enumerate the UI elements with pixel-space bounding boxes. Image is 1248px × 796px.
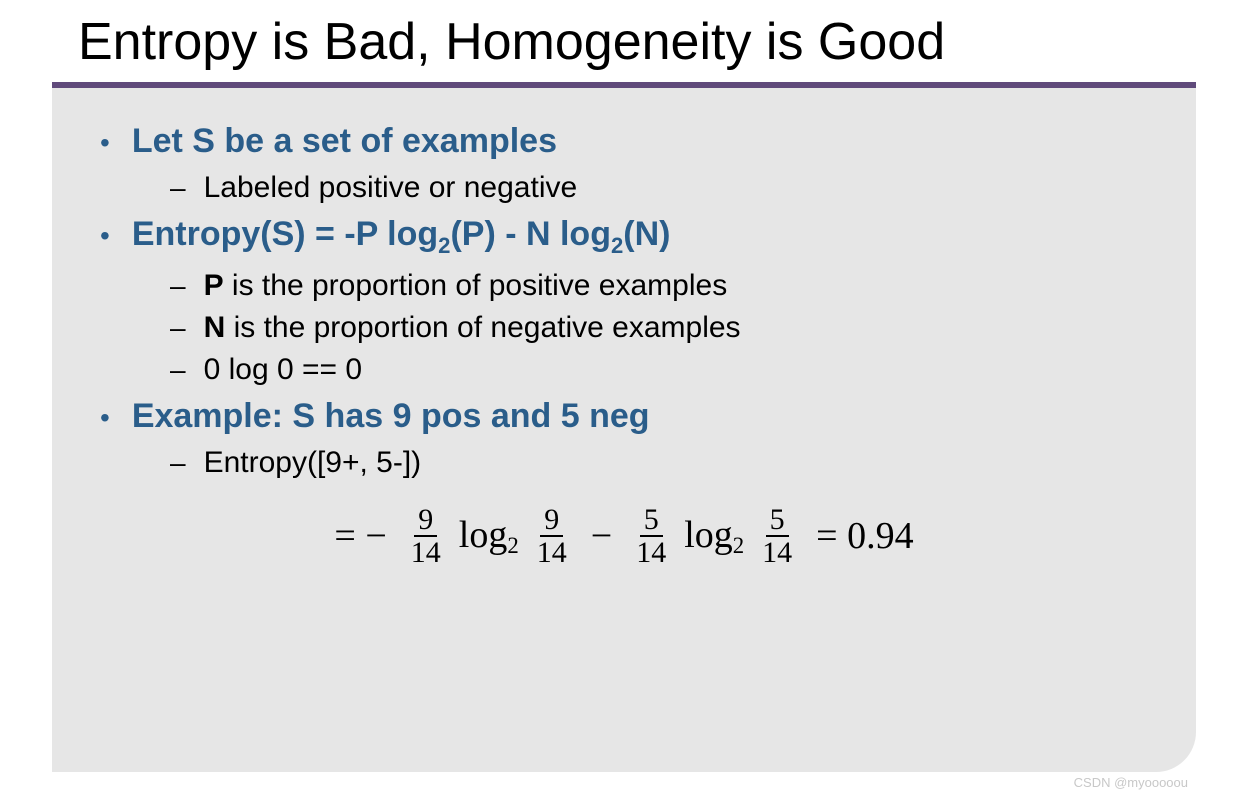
sub-text: 0 log 0 == 0 <box>204 353 362 387</box>
sub-text: Entropy([9+, 5-]) <box>204 446 422 480</box>
fraction: 5 14 <box>758 504 796 569</box>
fraction: 9 14 <box>407 504 445 569</box>
bullet-item: • Let S be a set of examples – Labeled p… <box>100 122 1166 205</box>
denominator: 14 <box>533 537 571 569</box>
sub-item: – P is the proportion of positive exampl… <box>170 269 1166 303</box>
slide: Entropy is Bad, Homogeneity is Good • Le… <box>0 0 1248 796</box>
fraction: 5 14 <box>632 504 670 569</box>
dash-icon: – <box>170 172 186 204</box>
fraction: 9 14 <box>533 504 571 569</box>
sub-item: – 0 log 0 == 0 <box>170 353 1166 387</box>
sub-text: N is the proportion of negative examples <box>204 311 741 345</box>
bullet-item: • Example: S has 9 pos and 5 neg – Entro… <box>100 397 1166 480</box>
eq-lead: = − <box>334 514 386 558</box>
log-text: log2 <box>684 513 744 559</box>
minus-op: − <box>591 514 612 558</box>
bullet-dot-icon: • <box>100 129 110 157</box>
dash-icon: – <box>170 354 186 386</box>
bullet-heading: Entropy(S) = -P log2(P) - N log2(N) <box>132 215 671 259</box>
bullet-list: • Let S be a set of examples – Labeled p… <box>82 122 1166 480</box>
dash-icon: – <box>170 270 186 302</box>
sub-item: – Labeled positive or negative <box>170 171 1166 205</box>
watermark: CSDN @myooooou <box>1074 775 1188 790</box>
bullet-dot-icon: • <box>100 404 110 432</box>
dash-icon: – <box>170 447 186 479</box>
sub-item: – Entropy([9+, 5-]) <box>170 446 1166 480</box>
denominator: 14 <box>632 537 670 569</box>
numerator: 9 <box>414 504 437 538</box>
bullet-item: • Entropy(S) = -P log2(P) - N log2(N) – … <box>100 215 1166 387</box>
numerator: 5 <box>640 504 663 538</box>
bullet-dot-icon: • <box>100 222 110 250</box>
denominator: 14 <box>407 537 445 569</box>
bullet-heading: Let S be a set of examples <box>132 122 557 161</box>
entropy-equation: = − 9 14 log2 9 14 − 5 14 log2 5 14 = 0.… <box>82 504 1166 569</box>
log-text: log2 <box>459 513 519 559</box>
sub-text: P is the proportion of positive examples <box>204 269 728 303</box>
denominator: 14 <box>758 537 796 569</box>
sub-text: Labeled positive or negative <box>204 171 578 205</box>
sub-list: – P is the proportion of positive exampl… <box>100 269 1166 387</box>
sub-list: – Entropy([9+, 5-]) <box>100 446 1166 480</box>
bullet-heading: Example: S has 9 pos and 5 neg <box>132 397 650 436</box>
sub-item: – N is the proportion of negative exampl… <box>170 311 1166 345</box>
sub-list: – Labeled positive or negative <box>100 171 1166 205</box>
dash-icon: – <box>170 312 186 344</box>
eq-result: = 0.94 <box>816 514 913 558</box>
slide-title: Entropy is Bad, Homogeneity is Good <box>0 0 1248 76</box>
content-panel: • Let S be a set of examples – Labeled p… <box>52 88 1196 772</box>
numerator: 5 <box>766 504 789 538</box>
numerator: 9 <box>540 504 563 538</box>
